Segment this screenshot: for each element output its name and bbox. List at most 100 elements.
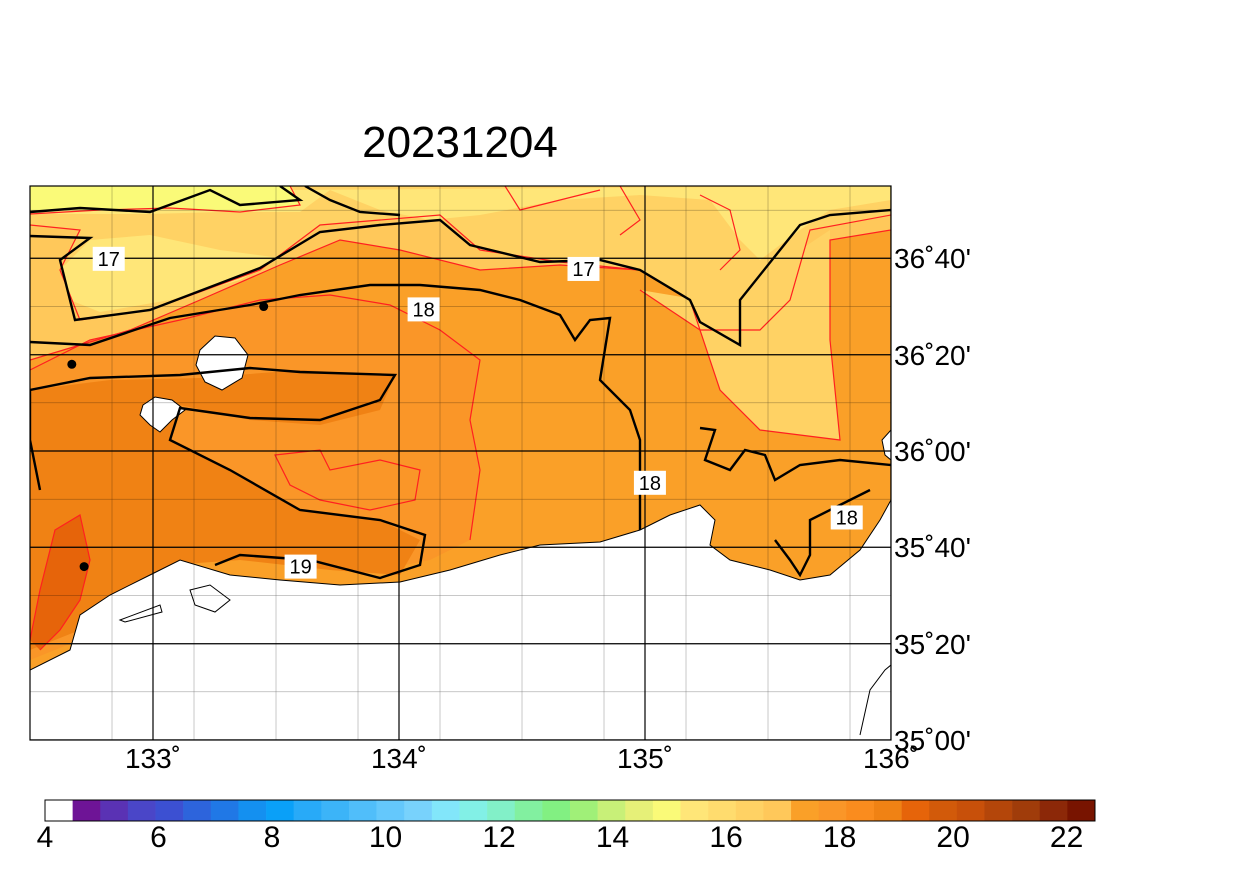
colorbar-swatch [183,800,212,821]
colorbar-swatch [155,800,184,821]
station-markers [67,302,269,572]
contour-label: 17 [567,256,600,281]
field-band-19-5 [30,515,90,650]
colorbar-swatch [459,800,488,821]
colorbar-swatch [846,800,875,821]
contour-label-box [830,505,863,530]
colorbar-swatch [652,800,681,821]
colorbar-swatch [984,800,1013,821]
colorbar-tick-label: 14 [596,821,629,854]
colorbar-swatch [791,800,819,821]
colorbar-swatch [735,800,764,821]
contour-label-text: 19 [289,557,311,579]
colorbar-tick-label: 4 [37,821,54,854]
colorbar-swatch [901,800,930,821]
plot-frame [29,185,892,741]
colorbar-swatch [1012,800,1041,821]
colorbar-swatch [293,800,322,821]
colorbar-swatch [210,800,239,821]
colorbar-tick-label: 22 [1050,821,1083,854]
lon-tick-label: 135˚ [617,743,673,774]
contour-label-box [633,470,666,495]
red-contours [30,186,891,651]
colorbar-swatch [100,800,129,821]
island-oki-dozen [139,396,186,433]
field-band-19 [30,370,420,650]
colorbar-swatch [625,800,654,821]
colorbar-tick-label: 16 [709,821,742,854]
lat-tick-label: 35˚20' [894,629,971,660]
colorbar-tick-label: 6 [150,821,167,854]
contour-label: 18 [830,505,863,530]
colorbar-swatch [404,800,433,821]
colorbar-swatch [708,800,737,821]
colorbar-swatch [487,800,516,821]
land-east-tip [881,429,891,461]
colorbar [44,799,1096,822]
station-dot [79,562,89,572]
lat-tick-label: 36˚40' [894,243,971,274]
colorbar-swatch [929,800,958,821]
colorbar-swatch [763,800,792,821]
contour-label-text: 17 [572,259,594,281]
colorbar-swatch [321,800,350,821]
station-dot [67,359,77,369]
colorbar-swatch [45,800,73,821]
station-dot [259,302,269,312]
colorbar-swatch [570,800,598,821]
colorbar-tick-label: 12 [482,821,515,854]
colorbar-swatch [1067,800,1096,821]
map-title: 20231204 [362,118,558,167]
fine-graticule [30,186,891,740]
lat-tick-label: 35˚40' [894,532,971,563]
colorbar-swatch [680,800,709,821]
colorbar-swatch [266,800,294,821]
colorbar-tick-labels: 4 6 8 10 12 14 16 18 20 22 [37,821,1084,854]
island-oki-dogo [195,335,249,391]
lat-tick-label: 36˚20' [894,340,971,371]
field-band-17 [30,186,891,330]
colorbar-swatch [956,800,985,821]
colorbar-frame [44,799,1096,822]
field-band-low [30,186,300,212]
colorbar-tick-label: 10 [369,821,402,854]
lon-tick-label: 133˚ [125,743,181,774]
colorbar-swatch [873,800,902,821]
contour-label-text: 17 [98,249,120,271]
contour-label-box [567,256,600,281]
contour-label-box [407,297,440,322]
lat-tick-label: 36˚00' [894,436,971,467]
colorbar-swatch [376,800,405,821]
colorbar-swatch [348,800,377,821]
latitude-tick-labels: 36˚40' 36˚20' 36˚00' 35˚40' 35˚20' 35˚00' [894,243,971,756]
colorbar-swatch [431,800,460,821]
colorbar-swatch [1039,800,1068,821]
black-contours [30,186,891,580]
plot-field: 17 17 18 18 18 19 [30,186,891,740]
contour-label-box [92,246,125,271]
lon-tick-label: 136˚ [863,743,919,774]
contour-label: 18 [633,470,666,495]
contour-label-text: 18 [639,473,661,495]
colorbar-tick-label: 20 [936,821,969,854]
lat-tick-label: 35˚00' [894,725,971,756]
contour-label: 17 [92,246,125,271]
colorbar-tick-label: 18 [823,821,856,854]
contour-label: 19 [284,554,317,579]
longitude-tick-labels: 133˚ 134˚ 135˚ 136˚ [125,743,919,774]
colorbar-tick-label: 8 [264,821,281,854]
colorbar-swatch [597,800,626,821]
colorbar-swatch [514,800,543,821]
contour-label-text: 18 [836,507,858,529]
colorbar-swatch [818,800,847,821]
contour-label-text: 18 [412,299,434,321]
contour-label: 18 [407,297,440,322]
colorbar-swatch [127,800,156,821]
colorbar-swatch [238,800,267,821]
contour-labels: 17 17 18 18 18 19 [92,246,863,579]
colorbar-swatch [72,800,101,821]
colorbar-swatch [542,800,571,821]
contour-label-box [284,554,317,579]
lon-tick-label: 134˚ [371,743,427,774]
